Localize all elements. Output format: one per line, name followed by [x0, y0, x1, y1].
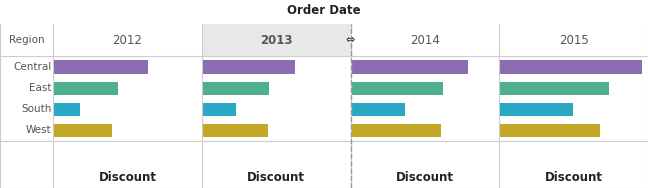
Text: Discount: Discount — [247, 171, 305, 184]
Bar — [53, 103, 80, 116]
Bar — [499, 82, 609, 95]
Bar — [351, 124, 441, 137]
Text: 2014: 2014 — [410, 34, 440, 47]
Bar — [53, 82, 118, 95]
Bar — [499, 60, 642, 74]
Bar — [202, 24, 351, 56]
Text: West: West — [26, 125, 52, 135]
Bar — [202, 103, 236, 116]
Text: 2015: 2015 — [559, 34, 588, 47]
Text: Central: Central — [14, 62, 52, 72]
Bar — [53, 60, 148, 74]
Text: East: East — [29, 83, 52, 93]
Bar — [351, 82, 443, 95]
Text: 2012: 2012 — [113, 34, 143, 47]
Bar — [499, 103, 573, 116]
Bar — [351, 103, 404, 116]
Text: Discount: Discount — [396, 171, 454, 184]
Text: Discount: Discount — [544, 171, 603, 184]
Text: Order Date: Order Date — [287, 4, 361, 17]
Text: Discount: Discount — [98, 171, 157, 184]
Text: ⇔: ⇔ — [346, 35, 355, 45]
Bar — [351, 60, 468, 74]
Text: Region: Region — [9, 35, 44, 45]
Bar — [499, 124, 600, 137]
Text: South: South — [21, 104, 52, 114]
Bar — [202, 82, 268, 95]
Bar — [53, 124, 111, 137]
Bar — [202, 60, 295, 74]
Text: 2013: 2013 — [260, 34, 292, 47]
Bar — [202, 124, 268, 137]
